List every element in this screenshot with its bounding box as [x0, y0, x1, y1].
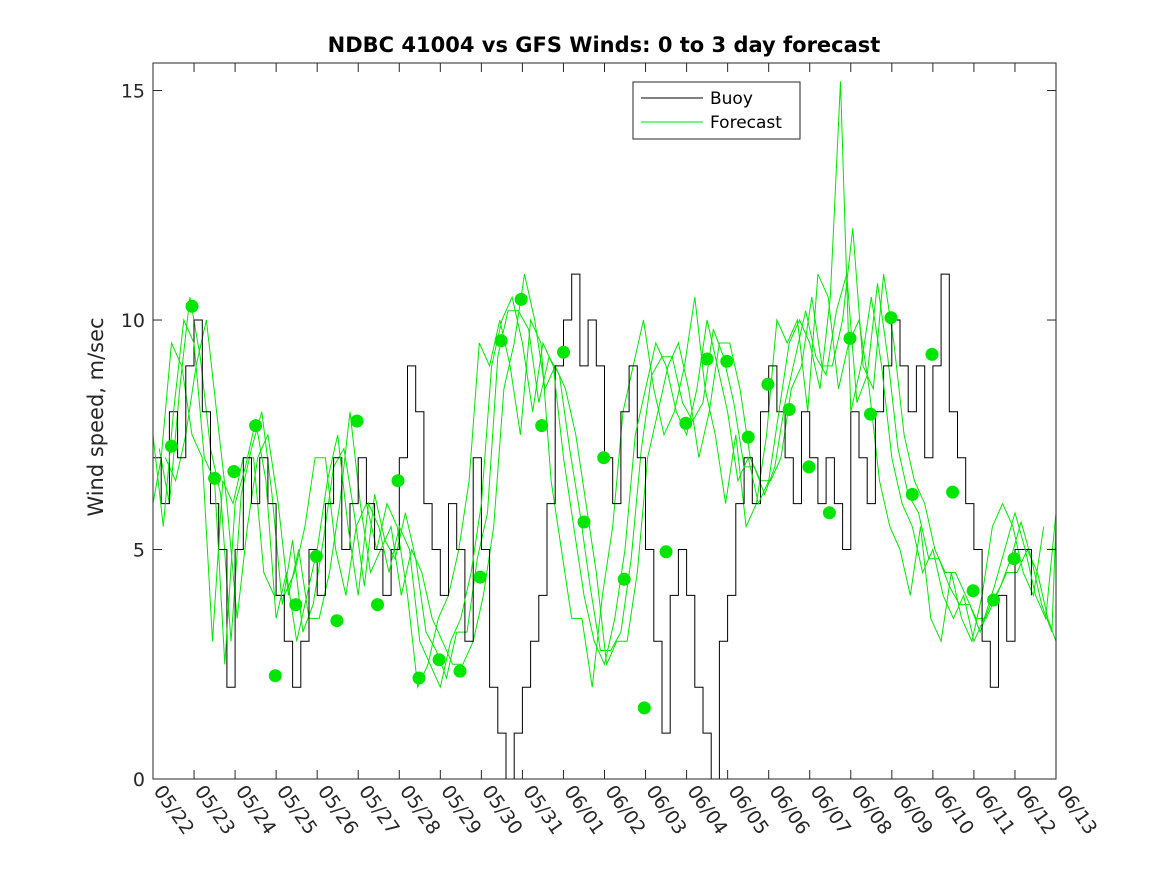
y-tick-label: 15 [121, 81, 145, 103]
forecast-marker-point [617, 572, 631, 586]
forecast-marker-point [843, 331, 857, 345]
buoy-series-line [153, 273, 1032, 780]
forecast-marker-point [741, 430, 755, 444]
forecast-marker-point [249, 419, 263, 433]
forecast-marker-point [535, 419, 549, 433]
forecast-marker-point [761, 377, 775, 391]
forecast-marker-point [925, 347, 939, 361]
y-tick-label: 0 [133, 769, 145, 791]
y-tick-label: 5 [133, 540, 145, 562]
forecast-marker-point [557, 345, 570, 359]
forecast-marker-point [905, 487, 919, 501]
forecast-run-line [164, 228, 1057, 667]
forecast-marker-point [289, 598, 303, 612]
forecast-marker-point [494, 334, 508, 348]
forecast-marker-point [371, 598, 384, 612]
forecast-marker-point [432, 653, 446, 667]
forecast-marker-point [946, 485, 960, 499]
forecast-marker-point [309, 549, 323, 563]
forecast-marker-point [782, 403, 796, 416]
chart-title: NDBC 41004 vs GFS Winds: 0 to 3 day fore… [328, 33, 881, 57]
forecast-marker-point [514, 292, 528, 306]
forecast-marker-point [987, 593, 1001, 607]
forecast-marker-point [802, 460, 816, 474]
plot-data-layer [152, 81, 1057, 780]
forecast-marker-point [227, 465, 241, 478]
forecast-marker-point [1007, 552, 1021, 566]
legend-label-buoy: Buoy [710, 89, 753, 109]
forecast-marker-point [185, 299, 199, 313]
forecast-marker-point [350, 414, 364, 428]
forecast-marker-point [966, 584, 980, 598]
forecast-marker-point [165, 439, 178, 453]
forecast-marker-point [208, 471, 222, 485]
forecast-marker-point [659, 545, 673, 559]
forecast-marker-point [577, 515, 591, 529]
forecast-marker-point [391, 474, 405, 488]
forecast-marker-point [884, 311, 898, 325]
forecast-marker-point [412, 671, 426, 685]
y-axis-label: Wind speed, m/sec [84, 317, 108, 516]
forecast-marker-point [268, 669, 282, 683]
forecast-run-line [152, 273, 1045, 690]
forecast-marker-point [720, 354, 734, 368]
forecast-marker-point [864, 407, 877, 421]
forecast-marker-point [453, 664, 467, 678]
legend-box [632, 81, 801, 140]
y-tick-label: 10 [121, 310, 145, 332]
legend-label-forecast: Forecast [710, 113, 782, 133]
forecast-marker-point [597, 451, 611, 465]
legend: Buoy Forecast [632, 81, 801, 140]
forecast-marker-point [637, 701, 651, 715]
forecast-marker-point [822, 506, 836, 520]
forecast-marker-point [700, 352, 714, 366]
y-axis-ticks: 0 5 10 15 [121, 81, 1056, 791]
forecast-marker-point [330, 614, 344, 628]
forecast-series-line [152, 81, 1057, 689]
forecast-marker-point [473, 570, 487, 584]
forecast-marker-point [679, 416, 693, 430]
